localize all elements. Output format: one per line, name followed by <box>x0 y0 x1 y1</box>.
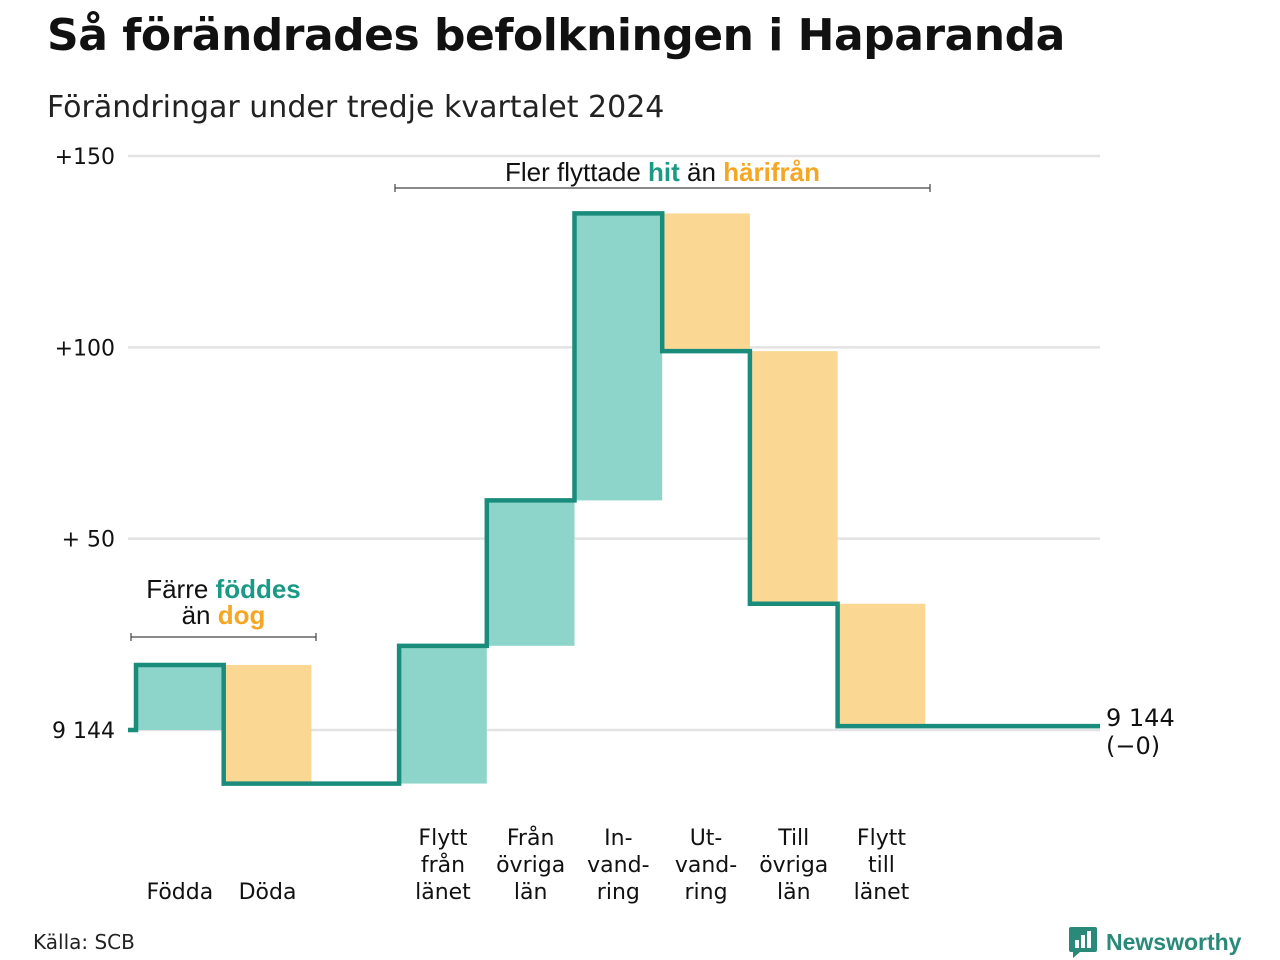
category-label: län <box>514 880 548 905</box>
category-label: Födda <box>146 880 213 905</box>
bar-increase <box>486 500 575 646</box>
newsworthy-logo: Newsworthy <box>1068 925 1241 959</box>
bar-decrease <box>662 213 750 352</box>
annotation-text: än dog <box>182 600 266 630</box>
category-label: In- <box>604 826 632 851</box>
bar-decrease <box>837 603 926 727</box>
category-label: Från <box>507 825 555 851</box>
source-note: Källa: SCB <box>33 930 135 954</box>
category-label: Döda <box>239 880 297 905</box>
y-tick-label: +150 <box>55 145 115 170</box>
bar-chart-icon <box>1069 927 1097 958</box>
category-label: Flytt <box>857 826 906 851</box>
bar-decrease <box>223 664 312 784</box>
category-label: övriga <box>496 853 565 878</box>
y-tick-label: + 50 <box>62 528 115 553</box>
category-label: vand- <box>587 853 649 878</box>
step-line <box>128 211 1100 786</box>
y-tick-label: +100 <box>55 336 115 361</box>
category-label: ring <box>597 880 640 905</box>
bar-increase <box>399 645 487 784</box>
category-label: vand- <box>675 853 737 878</box>
category-label: län <box>777 880 811 905</box>
chart-subtitle: Förändringar under tredje kvartalet 2024 <box>47 90 665 125</box>
category-label: länet <box>854 880 910 905</box>
chart-title: Så förändrades befolkningen i Haparanda <box>47 10 1065 61</box>
logo-text: Newsworthy <box>1106 928 1242 955</box>
category-label: från <box>421 852 465 878</box>
y-tick-label: 9 144 <box>52 719 115 744</box>
end-value-label: 9 144 <box>1106 704 1175 732</box>
category-label: Till <box>777 826 809 851</box>
category-label: ring <box>685 880 728 905</box>
annotation-text: Fler flyttade hit än härifrån <box>505 157 820 187</box>
annotation-text: Färre föddes <box>146 574 301 604</box>
end-value-label: (−0) <box>1106 732 1160 760</box>
category-label: till <box>868 853 895 878</box>
category-label: länet <box>415 880 471 905</box>
category-label: Flytt <box>418 826 467 851</box>
bar-increase <box>136 664 224 730</box>
bar-increase <box>574 213 663 501</box>
category-label: övriga <box>759 853 828 878</box>
category-label: Ut- <box>690 826 723 851</box>
bar-decrease <box>749 351 838 604</box>
